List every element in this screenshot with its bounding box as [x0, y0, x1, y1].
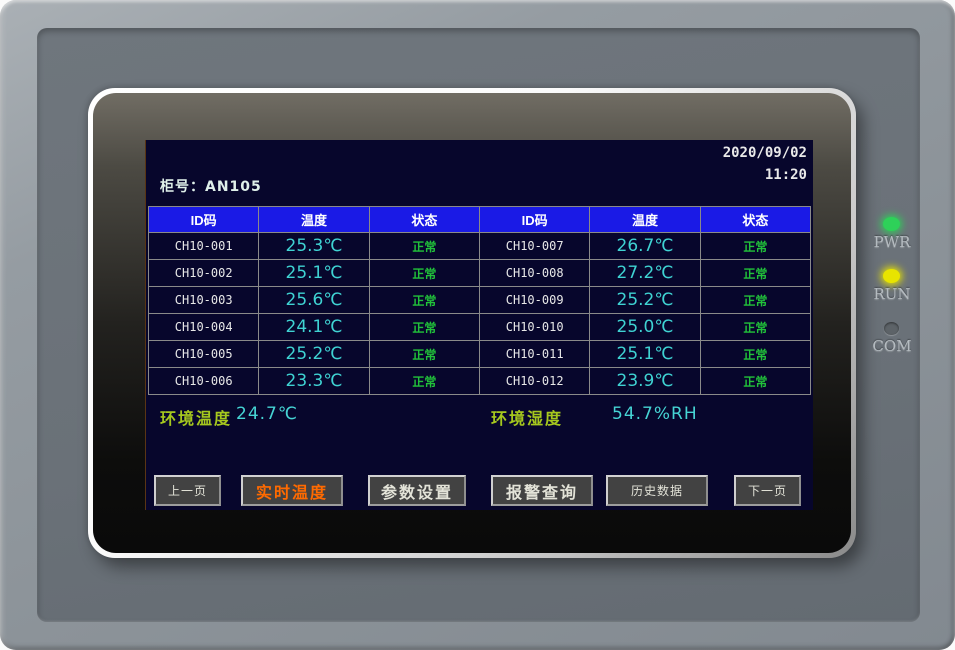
channel-status: 正常: [699, 340, 812, 368]
channel-temp: 25.3℃: [258, 232, 370, 260]
channel-id: CH10-004: [147, 313, 260, 341]
cabinet-id-label: 柜号：AN105: [160, 179, 262, 195]
col-header-id-right: ID码: [478, 206, 591, 233]
channel-temp: 25.2℃: [589, 286, 701, 314]
channel-temp: 25.6℃: [258, 286, 370, 314]
table-row: CH10-006 23.3℃ 正常 CH10-012 23.9℃ 正常: [147, 367, 812, 395]
power-led: [883, 217, 900, 231]
channel-status: 正常: [368, 313, 480, 341]
table-header-row: ID码 温度 状态 ID码 温度 状态: [147, 206, 812, 233]
ambient-humidity-label: 环境湿度: [491, 409, 564, 428]
channel-id: CH10-009: [478, 286, 591, 314]
next-page-button[interactable]: 下一页: [734, 475, 801, 506]
ambient-temperature-value: 24.7℃: [236, 404, 298, 424]
channel-id: CH10-005: [147, 340, 260, 368]
col-header-status-right: 状态: [699, 206, 812, 233]
col-header-temp-right: 温度: [589, 206, 701, 233]
table-row: CH10-003 25.6℃ 正常 CH10-009 25.2℃ 正常: [147, 286, 812, 314]
col-header-temp-left: 温度: [258, 206, 370, 233]
realtime-temperature-button[interactable]: 实时温度: [241, 475, 343, 506]
channel-status: 正常: [368, 340, 480, 368]
screen-bezel: 2020/09/02 11:20 柜号：AN105 ID码 温度 状态 ID码 …: [93, 93, 851, 553]
channel-status: 正常: [699, 367, 812, 395]
channel-temp: 23.3℃: [258, 367, 370, 395]
channel-id: CH10-003: [147, 286, 260, 314]
channel-status: 正常: [368, 259, 480, 287]
channel-id: CH10-001: [147, 232, 260, 260]
table-row: CH10-002 25.1℃ 正常 CH10-008 27.2℃ 正常: [147, 259, 812, 287]
channel-id: CH10-010: [478, 313, 591, 341]
channel-id: CH10-006: [147, 367, 260, 395]
channel-id: CH10-011: [478, 340, 591, 368]
channel-status: 正常: [368, 232, 480, 260]
col-header-id-left: ID码: [147, 206, 260, 233]
run-led: [883, 269, 900, 283]
ambient-humidity-value: 54.7%RH: [612, 404, 698, 424]
power-led-label: PWR: [873, 233, 911, 251]
channel-temp: 26.7℃: [589, 232, 701, 260]
screen-module-frame: 2020/09/02 11:20 柜号：AN105 ID码 温度 状态 ID码 …: [88, 88, 856, 558]
datetime-display: 2020/09/02 11:20: [723, 142, 807, 186]
history-data-button[interactable]: 历史数据: [606, 475, 708, 506]
channel-id: CH10-007: [478, 232, 591, 260]
com-led-label: COM: [872, 337, 912, 355]
channel-temp: 23.9℃: [589, 367, 701, 395]
channel-temp: 25.2℃: [258, 340, 370, 368]
alarm-query-button[interactable]: 报警查询: [491, 475, 593, 506]
channel-id: CH10-008: [478, 259, 591, 287]
parameter-settings-button[interactable]: 参数设置: [368, 475, 466, 506]
run-led-label: RUN: [873, 285, 911, 303]
channel-status: 正常: [368, 286, 480, 314]
channel-status: 正常: [699, 286, 812, 314]
time-text: 11:20: [764, 167, 807, 183]
channel-temp: 25.1℃: [589, 340, 701, 368]
channel-status: 正常: [368, 367, 480, 395]
lcd-display: 2020/09/02 11:20 柜号：AN105 ID码 温度 状态 ID码 …: [145, 140, 813, 510]
table-row: CH10-004 24.1℃ 正常 CH10-010 25.0℃ 正常: [147, 313, 812, 341]
channel-temp: 27.2℃: [589, 259, 701, 287]
channel-status: 正常: [699, 313, 812, 341]
channel-id: CH10-012: [478, 367, 591, 395]
channel-temperature-table: ID码 温度 状态 ID码 温度 状态 CH10-001 25.3℃ 正常: [147, 206, 812, 395]
ambient-temperature-label: 环境温度: [160, 409, 233, 428]
channel-id: CH10-002: [147, 259, 260, 287]
channel-temp: 25.1℃: [258, 259, 370, 287]
channel-temp: 24.1℃: [258, 313, 370, 341]
table-row: CH10-001 25.3℃ 正常 CH10-007 26.7℃ 正常: [147, 232, 812, 260]
channel-status: 正常: [699, 232, 812, 260]
com-led: [884, 322, 899, 335]
table-row: CH10-005 25.2℃ 正常 CH10-011 25.1℃ 正常: [147, 340, 812, 368]
date-text: 2020/09/02: [722, 145, 807, 161]
col-header-status-left: 状态: [368, 206, 480, 233]
previous-page-button[interactable]: 上一页: [154, 475, 221, 506]
channel-status: 正常: [699, 259, 812, 287]
channel-temp: 25.0℃: [589, 313, 701, 341]
